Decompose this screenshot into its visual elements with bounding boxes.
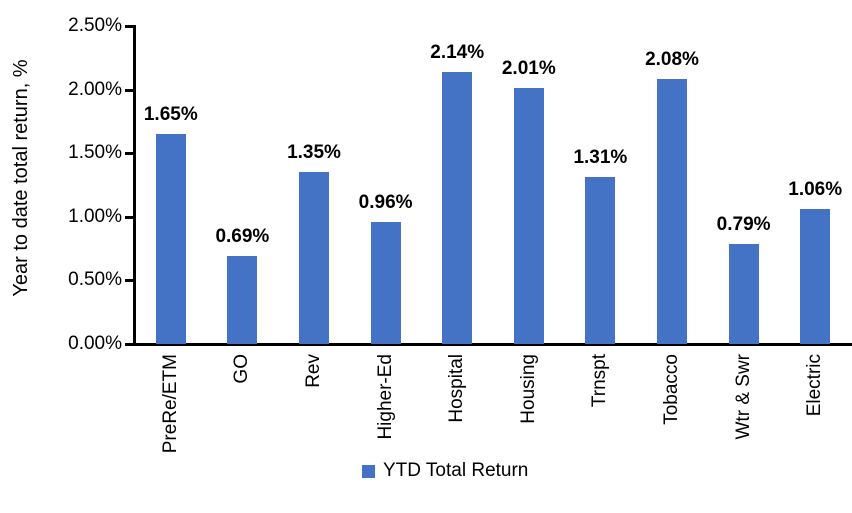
bar-value-label: 0.69% [215, 226, 270, 248]
legend-swatch [362, 464, 375, 478]
bar-value-label: 1.65% [143, 104, 198, 126]
bar [513, 88, 544, 344]
legend-label: YTD Total Return [383, 460, 529, 481]
category-label-text: Wtr & Swr [732, 354, 754, 440]
bar-value-label: 1.35% [287, 142, 341, 164]
bar [442, 71, 473, 344]
bar [370, 221, 401, 344]
bar [227, 256, 258, 344]
category-label-text: Higher-Ed [374, 354, 396, 440]
category-label-text: GO [231, 354, 253, 384]
y-tick-label: 1.50% [68, 142, 122, 164]
y-tick-label: 2.00% [68, 78, 122, 100]
y-axis-title: Year to date total return, % [10, 59, 32, 297]
bar-value-label: 1.06% [788, 179, 843, 201]
category-label-text: Trnspt [589, 354, 611, 408]
bar [800, 209, 831, 344]
bar-value-label: 2.08% [645, 49, 699, 71]
bar [585, 177, 616, 344]
bar-value-label: 0.79% [716, 213, 771, 235]
y-tick-label: 0.50% [68, 269, 122, 291]
y-tick-label: 0.00% [68, 333, 122, 354]
bar-value-label: 1.31% [573, 147, 628, 169]
bar [299, 172, 329, 344]
chart-legend: YTD Total Return [362, 461, 528, 481]
category-label-text: Electric [804, 354, 826, 417]
y-axis-tick [125, 152, 133, 156]
y-tick-label: 2.50% [68, 15, 122, 36]
y-axis-tick [125, 343, 133, 346]
category-label-text: Rev [303, 354, 324, 388]
bar-value-label: 2.14% [430, 41, 485, 63]
x-axis-line [133, 343, 852, 346]
category-label-text: PreRe/ETM [159, 354, 181, 454]
category-label-text: Tobacco [661, 354, 682, 425]
bar [728, 243, 759, 344]
y-axis-tick [125, 279, 133, 283]
bar [657, 79, 687, 344]
y-axis-tick [125, 215, 133, 219]
category-label-text: Hospital [446, 354, 468, 423]
bar-value-label: 2.01% [501, 58, 556, 80]
y-tick-label: 1.00% [68, 205, 122, 227]
bar-value-label: 0.96% [358, 191, 413, 213]
y-axis-line [133, 25, 136, 345]
y-axis-tick [125, 88, 133, 92]
bar [155, 134, 186, 344]
y-axis-tick [125, 25, 133, 28]
category-label-text: Housing [517, 354, 539, 424]
